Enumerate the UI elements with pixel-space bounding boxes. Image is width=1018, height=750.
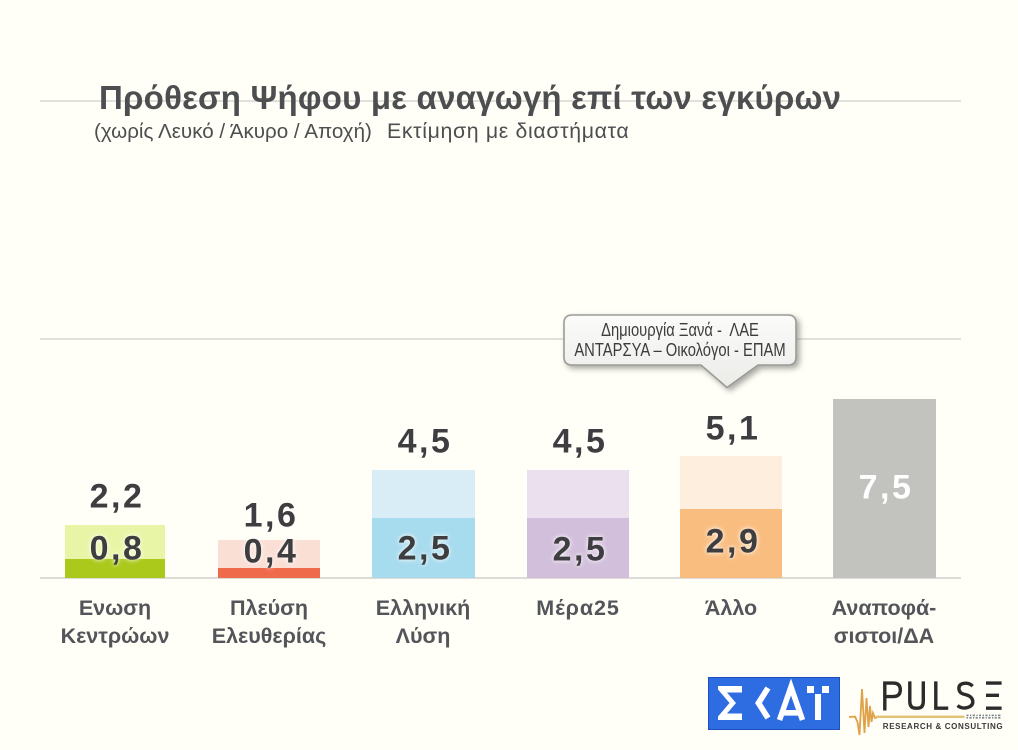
svg-text:RESEARCH & CONSULTING: RESEARCH & CONSULTING [883,722,1003,731]
